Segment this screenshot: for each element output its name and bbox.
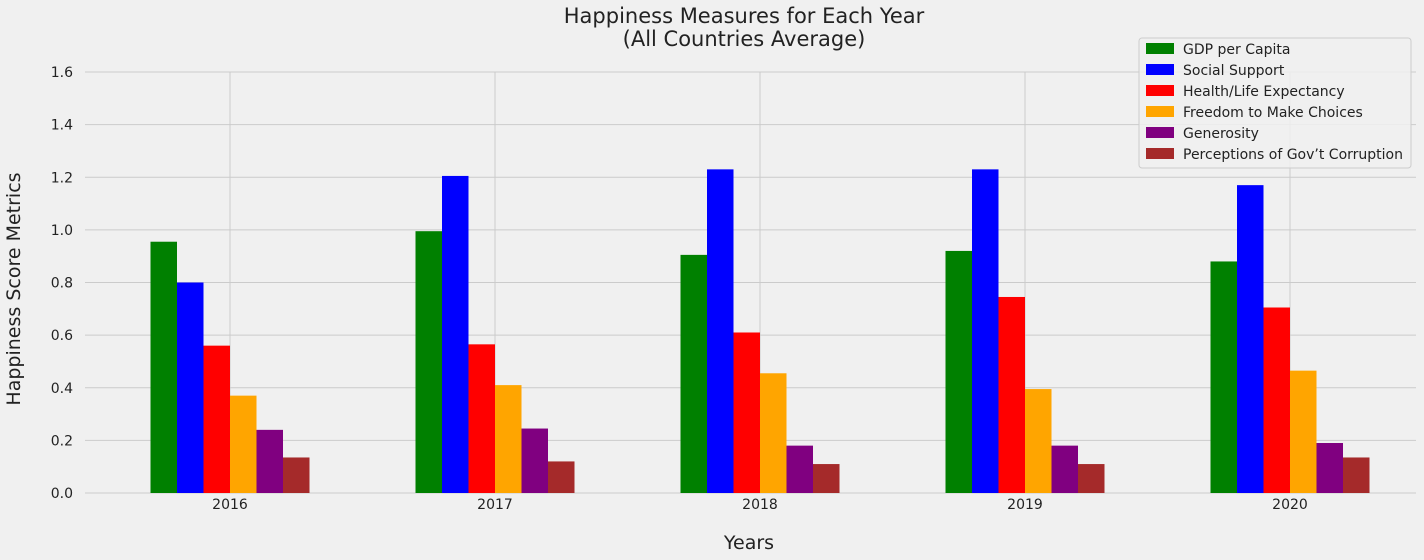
series-4 <box>256 428 1343 493</box>
legend-swatch <box>1146 64 1174 75</box>
bar <box>1263 307 1290 493</box>
bar <box>786 445 813 493</box>
legend-box <box>1138 37 1412 169</box>
legend: GDP per Capita Social Support Health/Life … <box>1138 37 1412 169</box>
x-tick-label: 2019 <box>1007 497 1043 513</box>
series-2 <box>203 296 1290 493</box>
bar <box>998 296 1025 493</box>
series-5 <box>283 457 1370 493</box>
y-tick-label: 0.4 <box>51 381 73 397</box>
x-tick-label: 2017 <box>477 497 513 513</box>
bar <box>813 464 840 493</box>
bar <box>1290 370 1317 493</box>
chart-subtitle: (All Countries Average) <box>623 27 866 51</box>
legend-swatch <box>1146 127 1174 138</box>
bar <box>945 250 972 493</box>
bar <box>521 428 548 493</box>
chart-title: Happiness Measures for Each Year <box>564 4 925 28</box>
bar <box>733 332 760 493</box>
y-tick-label: 1.6 <box>51 65 73 81</box>
bar <box>707 169 734 493</box>
x-tick-label: 2018 <box>742 497 778 513</box>
bar <box>1078 464 1105 493</box>
bar <box>972 169 999 493</box>
bar <box>415 231 442 494</box>
legend-entry: Freedom to Make Choices <box>1183 105 1363 121</box>
legend-swatch <box>1146 148 1174 159</box>
y-axis-label: Happiness Score Metrics <box>3 172 25 405</box>
legend-entry: GDP per Capita <box>1183 42 1290 58</box>
legend-entry: Perceptions of Gov’t Corruption <box>1183 147 1403 163</box>
series-0 <box>150 231 1237 494</box>
y-tick-label: 0.6 <box>51 328 73 344</box>
legend-swatch <box>1146 43 1174 54</box>
bar <box>760 373 787 493</box>
bar <box>283 457 310 493</box>
y-tick-label: 1.4 <box>51 118 73 134</box>
y-tick-label: 0.2 <box>51 433 73 449</box>
bar-series <box>150 169 1370 494</box>
series-1 <box>177 169 1264 494</box>
series-3 <box>230 370 1317 493</box>
y-tick-label: 1.0 <box>51 223 73 239</box>
bar <box>495 385 522 493</box>
x-axis-ticks: 2016 2017 2018 2019 2020 <box>212 497 1308 513</box>
bar <box>150 241 177 493</box>
bar <box>680 254 707 493</box>
legend-swatch <box>1146 85 1174 96</box>
x-tick-label: 2016 <box>212 497 248 513</box>
y-tick-label: 1.2 <box>51 170 73 186</box>
bar <box>548 461 575 493</box>
legend-entry: Generosity <box>1183 126 1259 142</box>
bar <box>442 175 469 493</box>
y-tick-label: 0.0 <box>51 486 73 502</box>
bar <box>1051 445 1078 493</box>
bar <box>256 429 283 493</box>
legend-entry: Health/Life Expectancy <box>1183 84 1345 100</box>
bar <box>468 344 495 493</box>
x-tick-label: 2020 <box>1272 497 1308 513</box>
bar <box>1025 389 1052 493</box>
legend-entry: Social Support <box>1183 63 1285 79</box>
bar <box>1343 457 1370 493</box>
bar <box>177 282 204 493</box>
bar <box>1210 261 1237 493</box>
bar <box>1316 443 1343 493</box>
bar <box>203 345 230 493</box>
bar <box>1237 185 1264 494</box>
y-axis-ticks: 0.0 0.2 0.4 0.6 0.8 1.0 1.2 1.4 1.6 <box>51 65 73 502</box>
bar <box>230 395 257 493</box>
x-axis-label: Years <box>723 532 774 554</box>
y-tick-label: 0.8 <box>51 276 73 292</box>
legend-swatch <box>1146 106 1174 117</box>
